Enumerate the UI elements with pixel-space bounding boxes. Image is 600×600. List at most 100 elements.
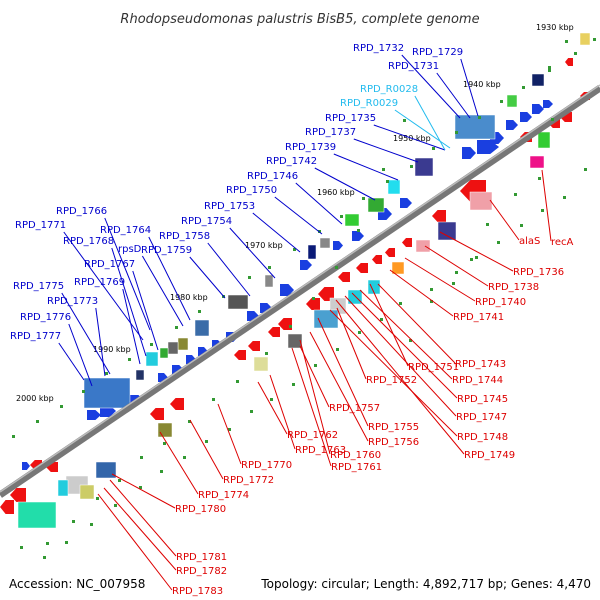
tick-dash <box>212 398 215 401</box>
leader-line <box>295 182 343 225</box>
tick-dash <box>150 343 153 346</box>
tick-label: 1930 kbp <box>536 23 574 32</box>
leader-line <box>401 54 461 119</box>
tick-dash <box>432 147 435 150</box>
tick-dash <box>96 497 99 500</box>
tick-dash <box>548 69 551 72</box>
gene-box <box>157 422 173 438</box>
tick-dash <box>72 520 75 523</box>
tick-dash <box>228 428 231 431</box>
gene-label: RPD_1760 <box>330 450 381 461</box>
leader-line <box>95 307 106 377</box>
leader-line <box>207 242 251 297</box>
gene-arrow-reverse <box>385 248 395 257</box>
gene-box <box>529 155 545 169</box>
gene-label: RPD_1783 <box>172 586 223 597</box>
tick-dash <box>362 197 365 200</box>
gene-arrow-reverse <box>338 272 350 282</box>
leader-line <box>373 124 446 151</box>
gene-label: alaS <box>519 236 540 247</box>
gene-labels: RPD_1732 RPD_1729 RPD_1731 RPD_1735 RPD_1737… <box>10 43 574 597</box>
tick-dash <box>470 258 473 261</box>
gene-box <box>454 114 496 140</box>
gene-label: RPD_1775 <box>13 281 64 292</box>
tick-label: 1960 kbp <box>317 188 355 197</box>
tick-dash <box>565 40 568 43</box>
leader-line <box>104 217 151 331</box>
leader-line <box>299 345 330 408</box>
gene-box <box>387 179 401 195</box>
tick-dash <box>198 310 201 313</box>
tick-dash <box>520 224 523 227</box>
tick-dash <box>382 168 385 171</box>
gene-box <box>531 73 545 87</box>
gene-arrow-reverse <box>318 287 334 301</box>
tick-label: 1940 kbp <box>463 80 501 89</box>
tick-dash <box>455 131 458 134</box>
gene-label: RPD_1780 <box>175 504 226 515</box>
label-leader-lines <box>58 54 552 591</box>
tick-dash <box>46 542 49 545</box>
gene-label: RPD_1754 <box>181 216 232 227</box>
gene-box <box>159 347 169 359</box>
gene-box <box>391 261 405 275</box>
gene-box <box>579 32 591 46</box>
tick-dash <box>293 248 296 251</box>
tick-dash <box>139 486 142 489</box>
tick-dash <box>105 372 108 375</box>
leader-line <box>309 331 369 442</box>
gene-box <box>17 501 57 529</box>
leader-line <box>58 342 85 381</box>
tick-dash <box>399 302 402 305</box>
leader-line <box>404 257 476 302</box>
gene-label: RPD_1763 <box>295 445 346 456</box>
leader-line <box>68 323 93 387</box>
gene-arrow-forward <box>462 147 476 159</box>
gene-label: RPD_1782 <box>176 566 227 577</box>
gene-label: RPD_1731 <box>388 61 439 72</box>
gene-label: RPD_1766 <box>56 206 107 217</box>
leader-line <box>217 403 242 465</box>
gene-label: RPD_1739 <box>285 142 336 153</box>
gene-box <box>167 341 179 355</box>
gene-label: RPD_1735 <box>325 113 376 124</box>
tick-dash <box>312 297 315 300</box>
genome-summary-text: Topology: circular; Length: 4,892,717 bp… <box>260 577 591 591</box>
gene-label: RPD_1768 <box>63 236 114 247</box>
gene-label: RPD_1781 <box>176 552 227 563</box>
tick-label: 1970 kbp <box>245 241 283 250</box>
leader-line <box>329 309 458 437</box>
tick-dash <box>336 348 339 351</box>
leader-line <box>336 307 367 380</box>
gene-label: RPD_1747 <box>456 412 507 423</box>
gene-box <box>227 294 249 310</box>
leader-line <box>424 245 489 287</box>
tick-dash <box>160 470 163 473</box>
tick-dash <box>574 52 577 55</box>
gene-arrow-reverse <box>268 327 280 337</box>
leader-line <box>394 109 451 149</box>
leader-line <box>369 283 409 367</box>
gene-arrow-reverse <box>356 263 368 273</box>
gene-arrow-forward <box>87 410 101 420</box>
gene-arrow-forward <box>280 284 294 296</box>
gene-label: RPD_1740 <box>475 297 526 308</box>
leader-line <box>111 473 176 509</box>
tick-dash <box>36 420 39 423</box>
gene-label: RPD_1773 <box>47 296 98 307</box>
tick-dash <box>270 398 273 401</box>
tick-dash <box>497 241 500 244</box>
tick-dash <box>43 556 46 559</box>
leader-line <box>229 227 276 279</box>
tick-label: 1990 kbp <box>93 345 131 354</box>
tick-label: 1980 kbp <box>170 293 208 302</box>
tick-dash <box>410 165 413 168</box>
gene-box <box>319 237 331 249</box>
tick-dash <box>514 193 517 196</box>
gene-arrow-forward <box>532 104 544 114</box>
tick-dash <box>563 196 566 199</box>
gene-box <box>367 197 385 213</box>
leader-line <box>344 295 457 417</box>
tick-dash <box>478 116 481 119</box>
leader-line <box>460 58 479 117</box>
